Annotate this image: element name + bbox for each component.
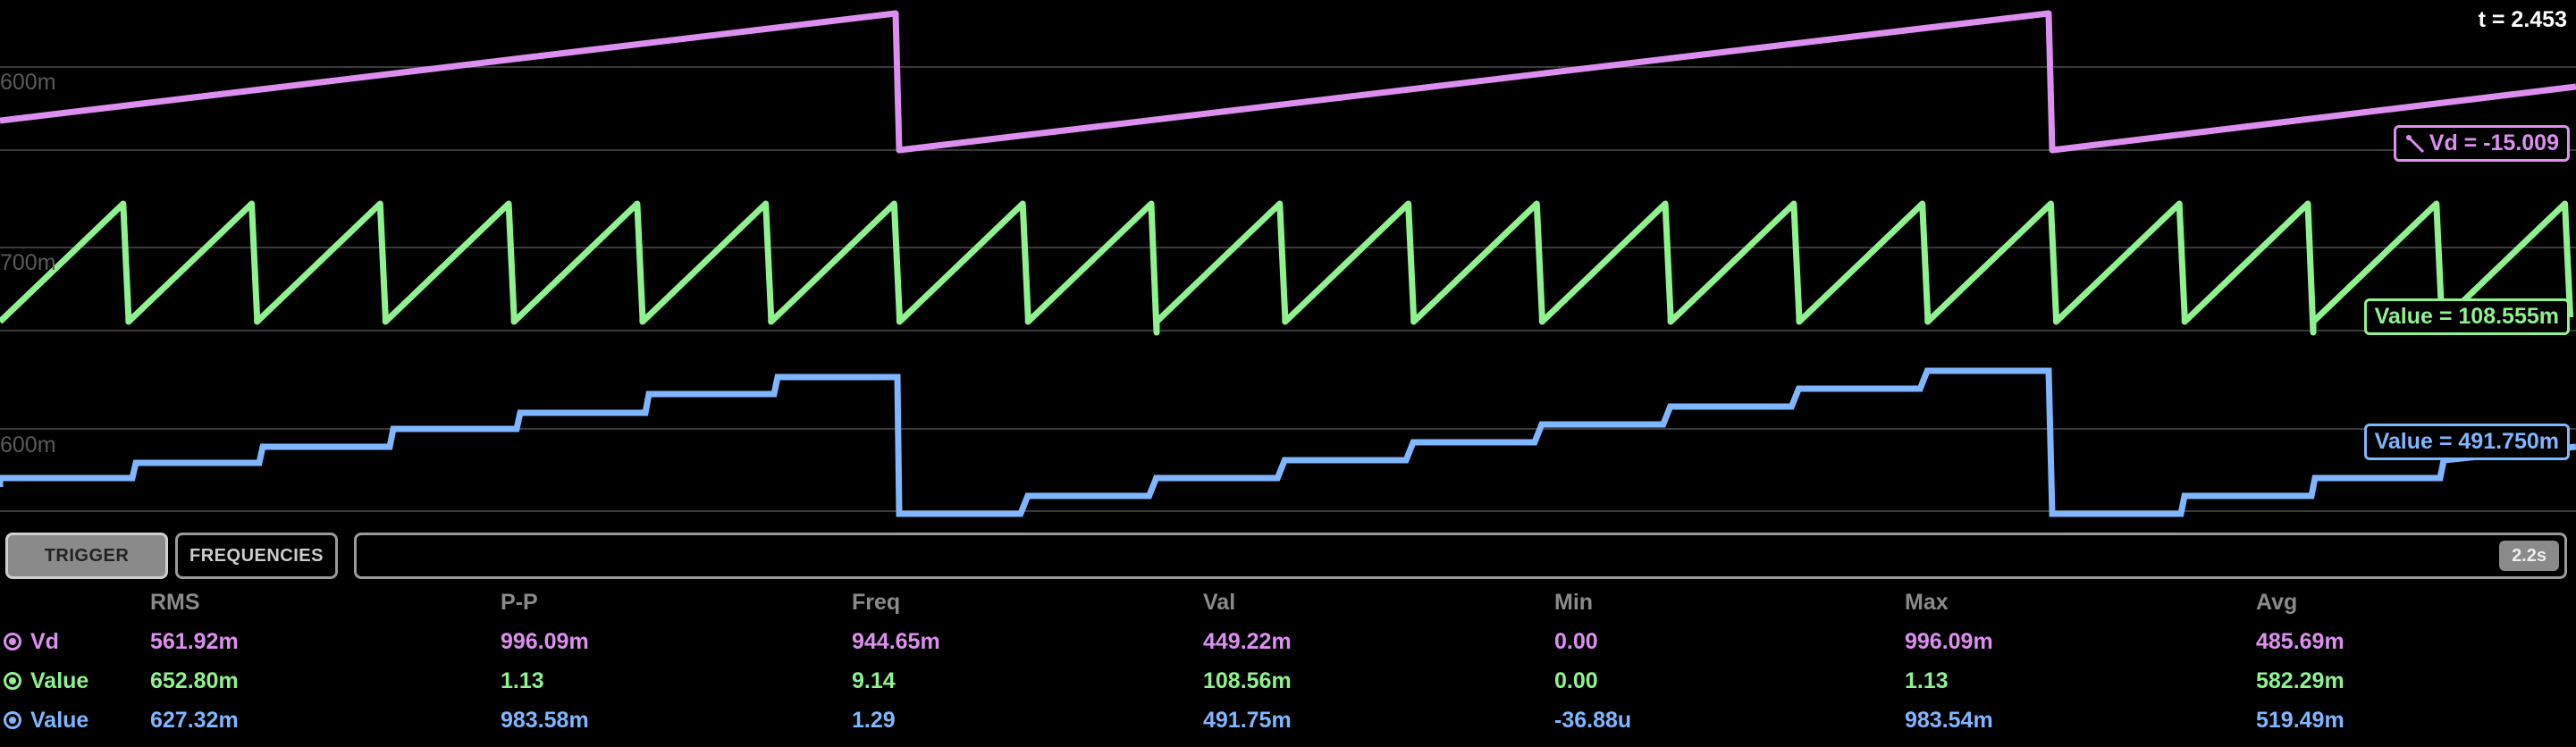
- trace-value-2: [0, 367, 2576, 517]
- trace-dot-icon: [4, 672, 21, 690]
- grid-label-value-1: 700m: [0, 250, 56, 275]
- stats-cell: 996.09m: [1905, 629, 1993, 654]
- trace-tag-value-2[interactable]: Value = 491.750m: [2363, 424, 2570, 460]
- stats-row-name-label: Vd: [30, 629, 59, 654]
- trace-tag-vd-label: Vd = -15.009: [2429, 130, 2559, 155]
- trace-value-1: [0, 200, 2574, 336]
- stats-header: Freq: [852, 590, 901, 615]
- stats-cell: 983.54m: [1905, 708, 1993, 733]
- trace-tag-vd[interactable]: Vd = -15.009: [2393, 125, 2570, 162]
- stats-cell: 1.13: [501, 668, 544, 693]
- stats-header: Val: [1203, 590, 1236, 615]
- stats-header: Avg: [2256, 590, 2298, 615]
- stats-cell: 485.69m: [2256, 629, 2344, 654]
- stats-cell: 0.00: [1554, 668, 1598, 693]
- trace-tag-value-1[interactable]: Value = 108.555m: [2363, 298, 2570, 335]
- timebase-value[interactable]: 2.2s: [2499, 541, 2559, 571]
- stats-cell: -36.88u: [1554, 708, 1632, 733]
- stats-row-name-label: Value: [30, 708, 89, 733]
- grid-label-vd: 600m: [0, 70, 56, 95]
- frequencies-button[interactable]: FREQUENCIES: [175, 533, 338, 579]
- stats-row-name: Value: [4, 708, 88, 734]
- stats-cell: 449.22m: [1203, 629, 1292, 654]
- grid-label-value-2: 600m: [0, 432, 56, 457]
- stats-row-name: Value: [4, 668, 88, 694]
- scope-controls: TRIGGER FREQUENCIES 2.2s: [0, 529, 2576, 583]
- stats-cell: 996.09m: [501, 629, 589, 654]
- stats-cell: 9.14: [852, 668, 896, 693]
- timebase-slider[interactable]: 2.2s: [354, 533, 2567, 579]
- stats-cell: 0.00: [1554, 629, 1598, 654]
- stats-header: RMS: [150, 590, 200, 615]
- stats-row-name-label: Value: [30, 668, 89, 693]
- stats-row-value-2[interactable]: Value 627.32m 983.58m 1.29 491.75m -36.8…: [0, 708, 2576, 747]
- stats-header: Min: [1554, 590, 1594, 615]
- stats-row-vd[interactable]: Vd 561.92m 996.09m 944.65m 449.22m 0.00 …: [0, 629, 2576, 668]
- time-readout: t = 2.453: [2478, 7, 2567, 32]
- stats-cell: 561.92m: [150, 629, 239, 654]
- stats-cell: 1.29: [852, 708, 896, 733]
- trace-tag-value-1-label: Value = 108.555m: [2374, 304, 2559, 329]
- stats-cell: 491.75m: [1203, 708, 1292, 733]
- trigger-button[interactable]: TRIGGER: [5, 533, 168, 579]
- stats-cell: 519.49m: [2256, 708, 2344, 733]
- stats-row-value-1[interactable]: Value 652.80m 1.13 9.14 108.56m 0.00 1.1…: [0, 668, 2576, 708]
- stats-cell: 983.58m: [501, 708, 589, 733]
- stats-cell: 108.56m: [1203, 668, 1292, 693]
- stats-header: Max: [1905, 590, 1949, 615]
- scope-plot: [0, 10, 2576, 517]
- stats-header-row: RMS P-P Freq Val Min Max Avg: [0, 590, 2576, 629]
- probe-icon: [2405, 135, 2424, 154]
- trace-tag-value-2-label: Value = 491.750m: [2374, 429, 2559, 454]
- stats-cell: 652.80m: [150, 668, 239, 693]
- stats-cell: 944.65m: [852, 629, 940, 654]
- stats-header: P-P: [501, 590, 538, 615]
- stats-cell: 582.29m: [2256, 668, 2344, 693]
- stats-cell: 627.32m: [150, 708, 239, 733]
- trace-vd: [0, 10, 2576, 154]
- stats-cell: 1.13: [1905, 668, 1949, 693]
- trace-dot-icon: [4, 633, 21, 650]
- stats-row-name: Vd: [4, 629, 59, 655]
- oscilloscope-display[interactable]: 600m 700m 600m t = 2.453 Vd = -15.009 Va…: [0, 0, 2576, 527]
- trace-dot-icon: [4, 711, 21, 729]
